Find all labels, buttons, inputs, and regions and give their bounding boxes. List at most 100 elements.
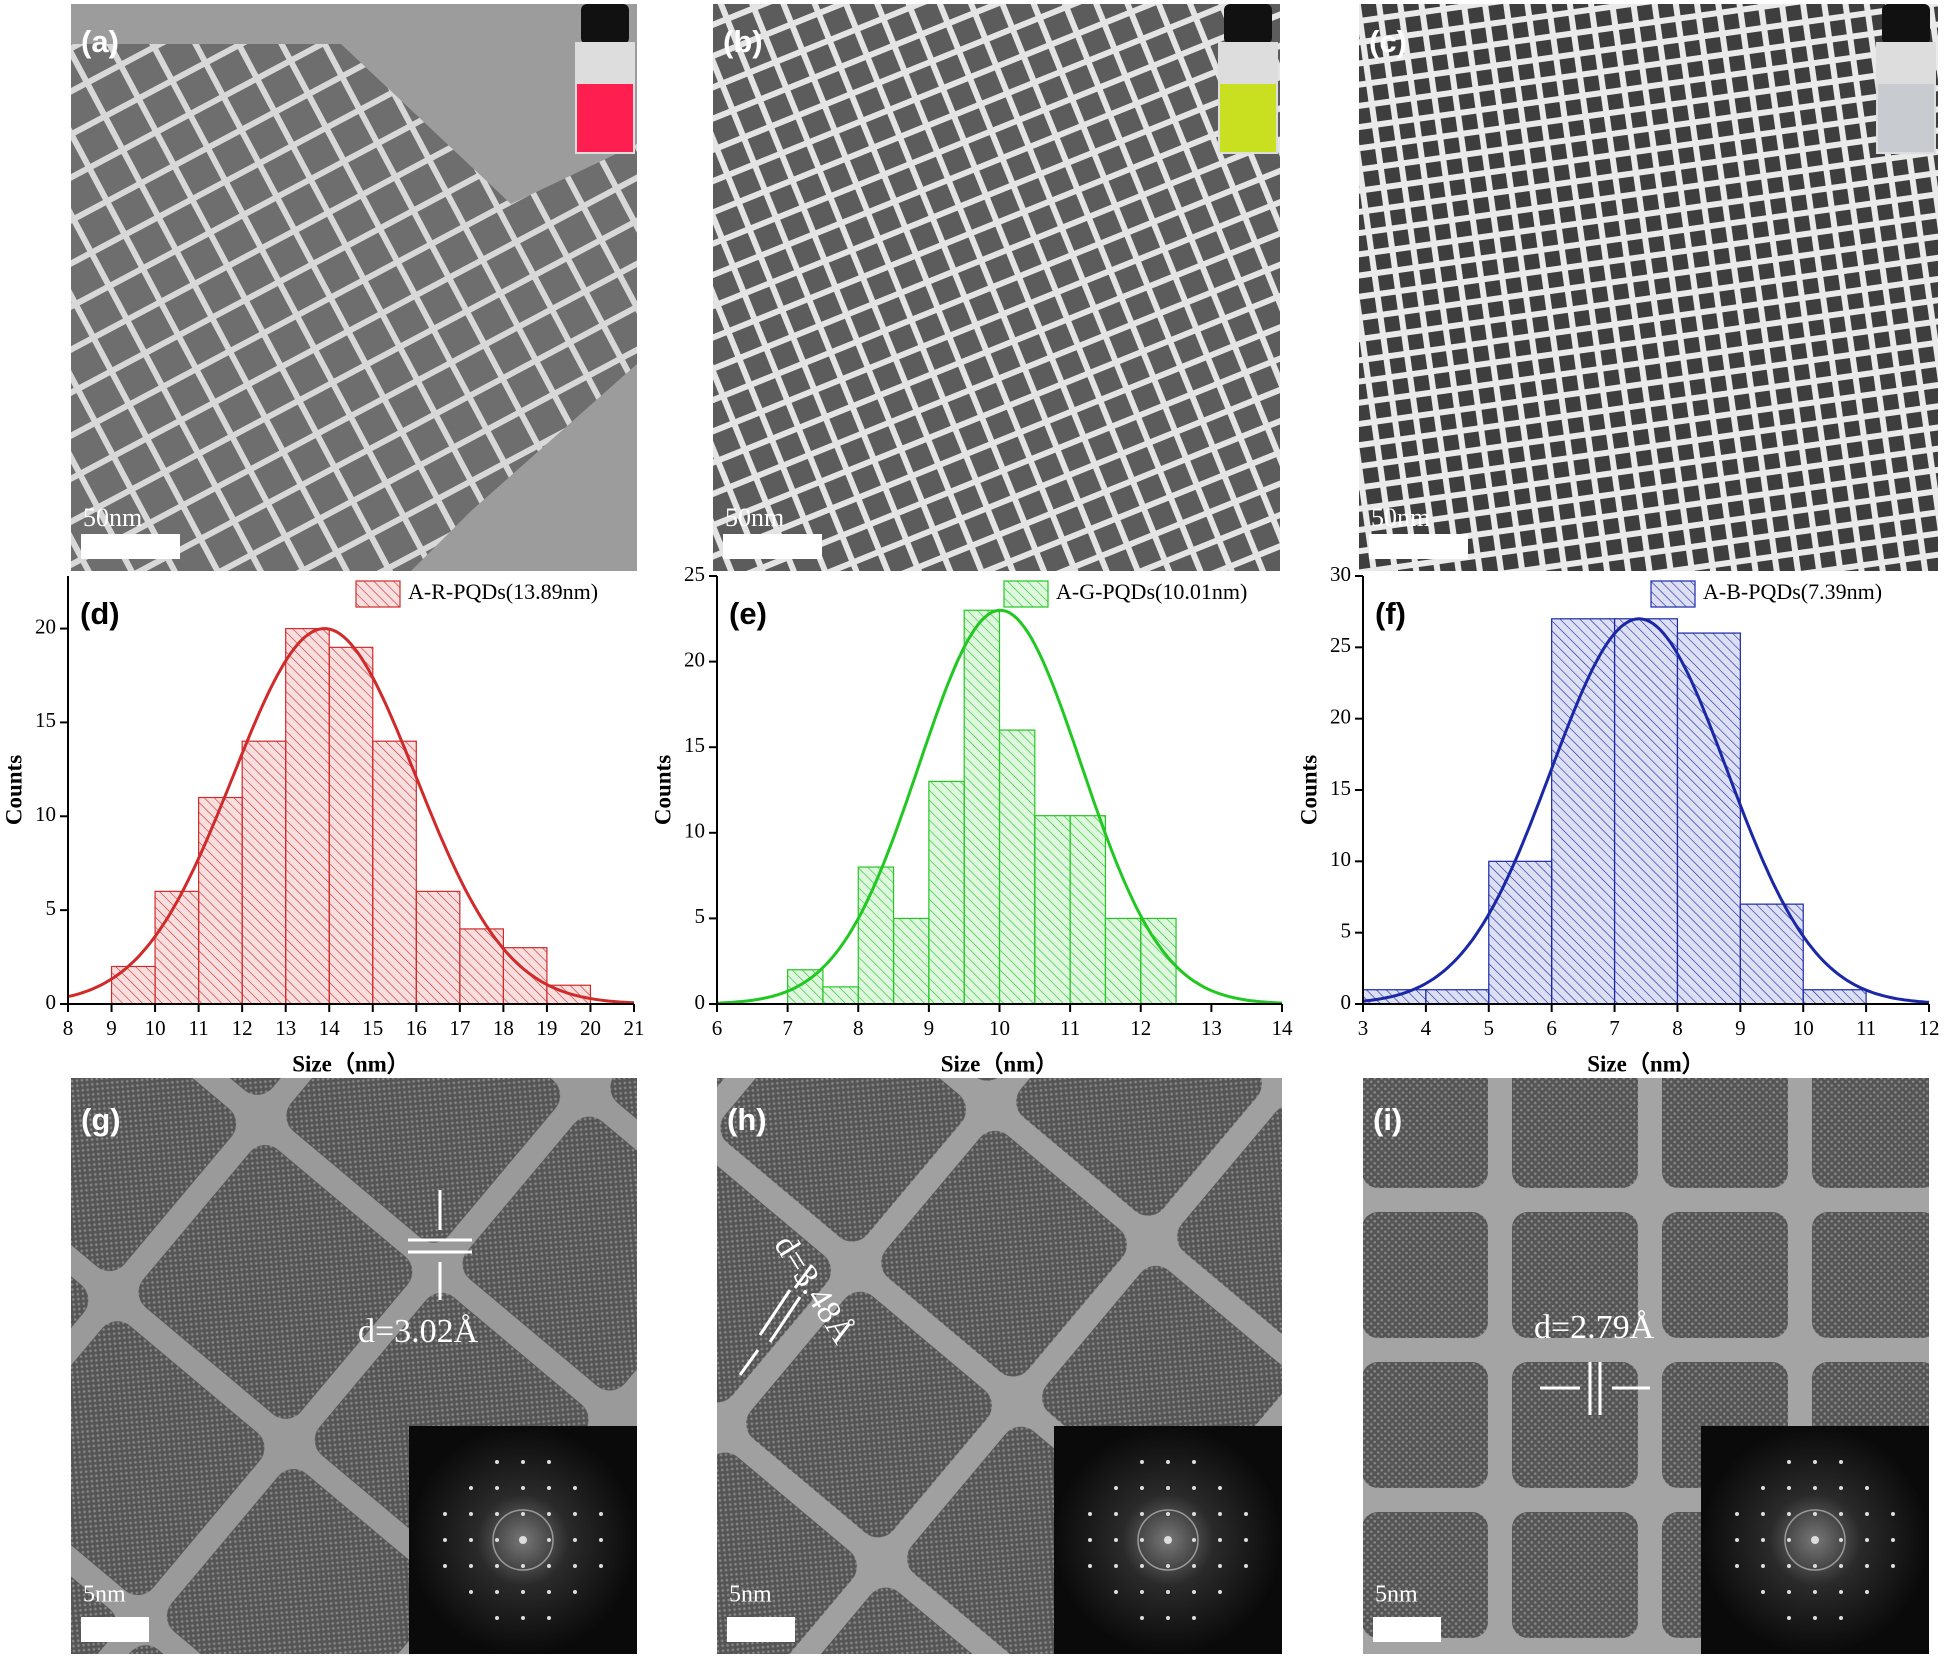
y-tick-label: 0 — [46, 990, 57, 1014]
fft-spot — [573, 1564, 577, 1568]
x-tick-label: 19 — [536, 1016, 557, 1040]
y-tick-label: 15 — [1330, 776, 1351, 800]
x-tick-label: 5 — [1484, 1016, 1495, 1040]
histogram-bar — [372, 740, 417, 1005]
x-tick-label: 13 — [1201, 1016, 1222, 1040]
fft-spot — [1865, 1564, 1869, 1568]
fft-spots — [1088, 1460, 1248, 1620]
fft-ring — [1784, 1509, 1846, 1571]
histogram-bar — [1802, 989, 1867, 1005]
x-tick-label: 21 — [624, 1016, 645, 1040]
fft-spot — [1839, 1486, 1843, 1490]
x-tick-label: 9 — [924, 1016, 935, 1040]
scale-bar — [81, 1617, 149, 1642]
fft-spot — [1865, 1538, 1869, 1542]
panel-label: (c) — [1369, 24, 1407, 59]
fft-spot — [1735, 1538, 1739, 1542]
fft-spot — [547, 1486, 551, 1490]
fft-spot — [1114, 1486, 1118, 1490]
scale-bar-label: 50nm — [725, 503, 784, 532]
fft-spot — [1166, 1616, 1170, 1620]
fft-spot — [1218, 1564, 1222, 1568]
lattice-marker — [768, 1296, 802, 1343]
fft-spot — [1787, 1616, 1791, 1620]
fft-spot — [1088, 1538, 1092, 1542]
fft-spot — [469, 1590, 473, 1594]
fft-spot — [1192, 1512, 1196, 1516]
y-tick-label: 20 — [684, 647, 705, 671]
lattice-spacing: d=3.02Å — [358, 1313, 479, 1350]
histogram-bar — [822, 986, 859, 1005]
fft-spot — [1839, 1616, 1843, 1620]
fft-spot — [1891, 1512, 1895, 1516]
fft-spot — [519, 1536, 527, 1544]
y-axis-label: Counts — [1296, 755, 1321, 825]
histogram-bar — [1425, 989, 1490, 1005]
lattice-marker — [793, 1264, 814, 1289]
vial-liquid — [1220, 84, 1276, 152]
fft-spot — [1140, 1486, 1144, 1490]
fft-spot — [1865, 1512, 1869, 1516]
fft-spot — [1192, 1616, 1196, 1620]
x-tick-label: 9 — [106, 1016, 117, 1040]
scale-bar-label: 50nm — [1371, 503, 1430, 532]
histogram-bar — [787, 969, 824, 1005]
x-tick-label: 6 — [712, 1016, 723, 1040]
panel-label: (f) — [1375, 596, 1406, 631]
x-axis-label: Size（nm） — [292, 1050, 410, 1076]
histogram-bar — [1069, 815, 1107, 1005]
lattice-marker — [738, 1349, 760, 1376]
fft-spot — [1761, 1486, 1765, 1490]
legend-swatch — [1003, 580, 1049, 608]
fit-curve — [1362, 617, 1930, 1004]
fft-spot — [495, 1564, 499, 1568]
x-tick-label: 6 — [1546, 1016, 1557, 1040]
x-tick-label: 7 — [782, 1016, 793, 1040]
fft-spot — [1839, 1564, 1843, 1568]
x-tick-label: 11 — [188, 1016, 208, 1040]
scale-bar-label: 5nm — [83, 1582, 126, 1608]
histogram-bar — [892, 917, 930, 1005]
vial-liquid — [1878, 84, 1934, 152]
fft-spot — [1813, 1460, 1817, 1464]
histogram-bar — [1676, 632, 1741, 1005]
fft-spot — [469, 1486, 473, 1490]
fft-ring — [492, 1509, 554, 1571]
histogram-bar — [1488, 860, 1553, 1005]
fft-spot — [1140, 1460, 1144, 1464]
fft-spot — [1244, 1564, 1248, 1568]
fft-spot — [521, 1564, 525, 1568]
y-tick-label: 5 — [46, 896, 57, 920]
y-tick-label: 20 — [1330, 704, 1351, 728]
fft-spots — [443, 1460, 603, 1620]
fft-spot — [1865, 1486, 1869, 1490]
scale-bar-label: 50nm — [83, 503, 142, 532]
fft-ring — [1137, 1509, 1199, 1571]
y-tick-label: 10 — [684, 819, 705, 843]
fft-spot — [469, 1538, 473, 1542]
x-axis-label: Size（nm） — [1587, 1050, 1705, 1076]
fft-spot — [1192, 1460, 1196, 1464]
panel-label: (d) — [80, 596, 120, 631]
scale-bar — [727, 1617, 795, 1642]
fft-spot — [1088, 1564, 1092, 1568]
y-tick-label: 15 — [684, 733, 705, 757]
fft-spot — [521, 1486, 525, 1490]
fft-spot — [1114, 1512, 1118, 1516]
y-tick-label: 15 — [35, 708, 56, 732]
x-tick-label: 14 — [1272, 1016, 1294, 1040]
fft-spot — [547, 1616, 551, 1620]
fft-spot — [1813, 1616, 1817, 1620]
lattice-marker — [758, 1289, 792, 1336]
y-axis-label: Counts — [650, 755, 675, 825]
x-tick-label: 8 — [853, 1016, 864, 1040]
y-tick-label: 5 — [1341, 918, 1352, 942]
histogram-bar — [857, 866, 895, 1005]
x-tick-label: 3 — [1358, 1016, 1369, 1040]
fft-spot — [1244, 1538, 1248, 1542]
x-tick-label: 7 — [1609, 1016, 1620, 1040]
scale-bar — [1369, 534, 1468, 559]
fft-spot — [521, 1616, 525, 1620]
fft-spot — [1114, 1590, 1118, 1594]
x-tick-label: 12 — [1919, 1016, 1940, 1040]
